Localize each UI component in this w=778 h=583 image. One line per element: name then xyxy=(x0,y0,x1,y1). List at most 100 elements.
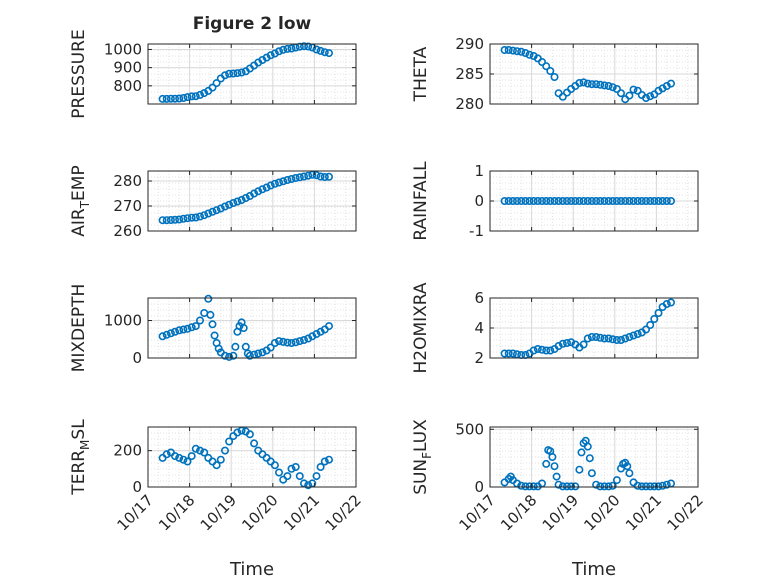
x-tick-label: 10/17 xyxy=(114,491,157,534)
y-tick-label: 6 xyxy=(474,289,484,307)
data-point xyxy=(175,215,184,224)
data-point xyxy=(633,329,642,338)
data-point xyxy=(266,51,275,60)
data-point xyxy=(283,472,292,481)
data-point xyxy=(166,216,175,225)
data-point xyxy=(529,197,538,206)
y-tick-label: 4 xyxy=(474,319,484,337)
data-point xyxy=(558,339,567,348)
data-point xyxy=(521,482,530,491)
data-point xyxy=(241,194,250,203)
data-point xyxy=(616,89,625,98)
data-point xyxy=(587,80,596,89)
data-point xyxy=(500,349,509,358)
data-point xyxy=(233,197,242,206)
data-point xyxy=(183,93,192,102)
subplot-mixdepth: 0 1000 MIXDEPTH xyxy=(69,284,357,372)
data-point xyxy=(295,173,304,182)
subplot-grid: 8009001000PRESSURE260270280AIRTEMP01000M… xyxy=(69,29,707,534)
y-tick-label: 280 xyxy=(455,95,484,113)
data-point xyxy=(216,455,225,464)
data-point xyxy=(233,69,242,78)
data-point xyxy=(187,213,196,222)
data-point xyxy=(625,91,634,100)
data-point xyxy=(612,476,621,485)
data-point xyxy=(558,92,567,101)
subplot-h2omixra: 2 4 6 H2OMIXRA xyxy=(411,282,699,374)
data-point xyxy=(162,450,171,459)
data-point xyxy=(633,197,642,206)
y-axis-label: SUNFLUX xyxy=(411,419,434,495)
data-point xyxy=(579,340,588,349)
y-tick-label: 0 xyxy=(474,192,484,210)
data-point xyxy=(179,325,188,334)
y-tick-label: 900 xyxy=(113,59,142,77)
data-point xyxy=(212,79,221,88)
data-point xyxy=(171,215,180,224)
y-tick-label: 0 xyxy=(132,349,142,367)
subplot-rainfall: -1 0 1 RAINFALL xyxy=(411,161,699,241)
data-point xyxy=(612,335,621,344)
data-point xyxy=(654,482,663,491)
data-point xyxy=(633,86,642,95)
data-point xyxy=(542,197,551,206)
data-point xyxy=(270,179,279,188)
data-point xyxy=(221,202,230,211)
data-point xyxy=(596,197,605,206)
data-point xyxy=(596,80,605,89)
data-point xyxy=(621,197,630,206)
data-point xyxy=(641,94,650,103)
data-point xyxy=(646,197,655,206)
data-point xyxy=(533,197,542,206)
data-point xyxy=(537,345,546,354)
data-point xyxy=(274,47,283,56)
data-point xyxy=(546,346,555,355)
data-point xyxy=(166,94,175,103)
y-tick-label: 1000 xyxy=(104,40,142,58)
data-point xyxy=(666,197,675,206)
data-point xyxy=(287,464,296,473)
data-point xyxy=(577,448,586,457)
x-tick-label: 10/21 xyxy=(622,491,665,534)
data-point xyxy=(258,185,267,194)
data-point xyxy=(245,430,254,439)
data-point xyxy=(666,79,675,88)
data-point xyxy=(312,472,321,481)
data-point xyxy=(583,197,592,206)
data-point xyxy=(567,338,576,347)
data-point xyxy=(608,83,617,92)
data-point xyxy=(187,452,196,461)
x-tick-label: 10/18 xyxy=(497,491,540,534)
data-point xyxy=(171,327,180,336)
data-point xyxy=(196,316,205,325)
y-tick-label: 0 xyxy=(474,478,484,496)
data-point xyxy=(554,480,563,489)
data-point xyxy=(592,480,601,489)
axes-box xyxy=(489,426,699,488)
data-point xyxy=(625,197,634,206)
axes-box xyxy=(147,426,357,488)
data-point xyxy=(641,482,650,491)
data-point xyxy=(650,197,659,206)
data-point xyxy=(229,199,238,208)
data-point xyxy=(504,45,513,54)
data-point xyxy=(179,455,188,464)
data-point xyxy=(637,482,646,491)
data-point xyxy=(508,46,517,55)
data-point xyxy=(179,94,188,103)
data-point xyxy=(183,457,192,466)
data-point xyxy=(245,351,254,360)
data-point xyxy=(546,197,555,206)
data-point xyxy=(554,341,563,350)
y-tick-label: 1000 xyxy=(104,312,142,330)
x-tick-label: 10/20 xyxy=(580,491,623,534)
data-point xyxy=(216,204,225,213)
data-point xyxy=(567,482,576,491)
data-point xyxy=(212,206,221,215)
data-point xyxy=(548,452,557,461)
data-point xyxy=(225,352,234,361)
x-axis-label-right: Time xyxy=(571,559,616,580)
data-point xyxy=(295,472,304,481)
data-point xyxy=(571,197,580,206)
